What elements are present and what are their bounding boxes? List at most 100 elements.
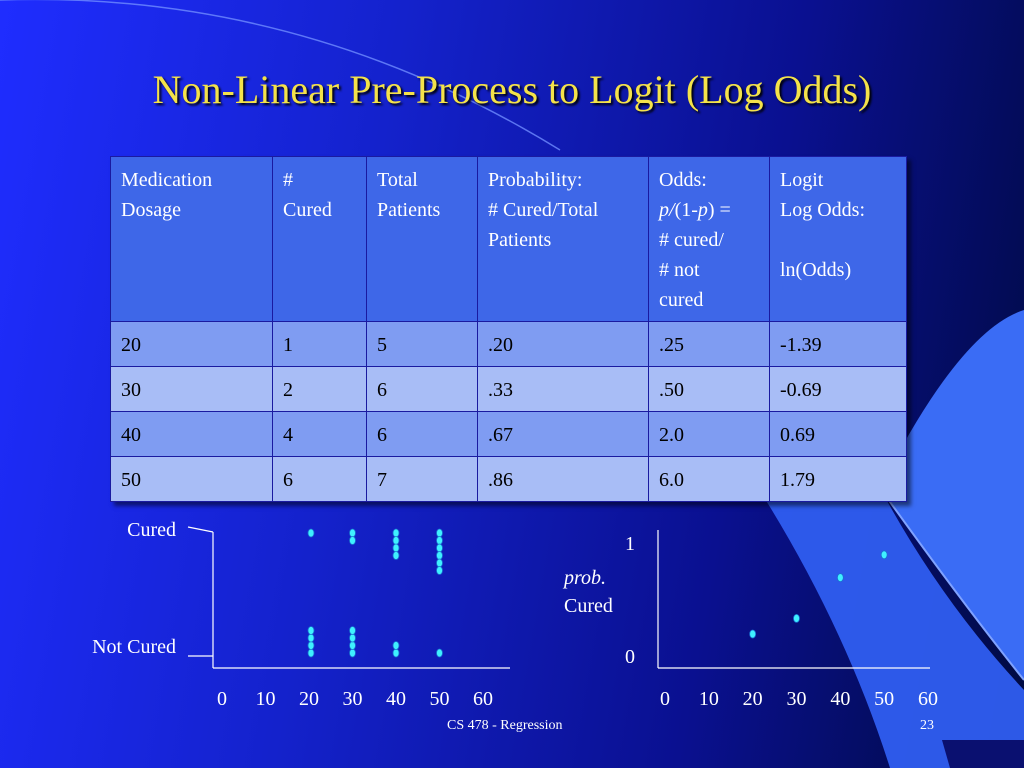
chart1-x-ticks: 0 10 20 30 40 50 60: [217, 688, 493, 710]
chart1-cured-point: [436, 558, 443, 568]
table-cell: 6: [272, 456, 367, 502]
chart1-cured-point: [436, 551, 443, 560]
table-cell: .20: [477, 321, 649, 367]
chart1-xtick-label: 30: [343, 688, 363, 710]
chart2-ytick-1: 1: [625, 533, 635, 555]
chart2-xtick-label: 60: [918, 688, 938, 710]
chart2-xtick-label: 0: [660, 688, 670, 710]
slide-page-number: 23: [920, 718, 934, 733]
chart1-cured-point: [436, 528, 443, 538]
chart2-point: [793, 614, 800, 623]
table-cell: 0.69: [769, 411, 907, 457]
chart1-cured-point: [392, 551, 400, 560]
table-header-row: Medication Dosage # Cured Total Patients…: [110, 156, 907, 322]
header-probability: Probability: # Cured/Total Patients: [477, 156, 649, 322]
table-row: 20 1 5 .20 .25 -1.39: [110, 321, 907, 367]
chart1-notcured-point: [307, 641, 315, 650]
chart1-cured-point: [392, 528, 400, 538]
chart2-xtick-label: 10: [699, 688, 719, 710]
header-logit: Logit Log Odds: ln(Odds): [769, 156, 907, 322]
table-cell: 6: [366, 366, 478, 412]
table-cell: 20: [110, 321, 273, 367]
header-odds-p: p/: [659, 199, 675, 221]
table-cell: 6.0: [648, 456, 770, 502]
header-odds-label: Odds:: [659, 169, 707, 191]
slide-footer: CS 478 - Regression: [447, 718, 563, 733]
header-cured: # Cured: [272, 156, 367, 322]
chart1-xtick-label: 40: [386, 688, 406, 710]
chart1-cured-point: [349, 528, 356, 538]
table-cell: -1.39: [769, 321, 907, 367]
chart1-xtick-label: 0: [217, 688, 227, 710]
header-odds-rest: ) = # cured/ # not cured: [659, 199, 731, 311]
chart1-xtick-label: 50: [430, 688, 450, 710]
chart1-notcured-point: [349, 641, 356, 650]
table-cell: -0.69: [769, 366, 907, 412]
chart1-cured-point: [392, 536, 400, 545]
slide-title: Non-Linear Pre-Process to Logit (Log Odd…: [152, 67, 872, 112]
table-cell: 2.0: [648, 411, 770, 457]
chart2-xtick-label: 30: [787, 688, 807, 710]
chart1-notcured-point: [392, 641, 400, 650]
chart2-ytick-0: 0: [625, 646, 635, 668]
table-cell: .67: [477, 411, 649, 457]
header-odds: Odds: p/(1-p) = # cured/ # not cured: [648, 156, 770, 322]
cured-scatter-chart: Cured Not Cured 0 10 20 30 40 50 60: [92, 519, 510, 710]
dosage-table: Medication Dosage # Cured Total Patients…: [110, 156, 907, 502]
table-cell: 1: [272, 321, 367, 367]
chart1-points: [307, 528, 443, 658]
chart1-cured-point: [307, 528, 315, 538]
chart1-notcured-point: [349, 626, 356, 635]
header-odds-open: (1-: [674, 199, 698, 221]
chart1-notcured-point: [436, 648, 443, 658]
header-odds-p2: p: [697, 199, 708, 221]
chart1-notcured-point: [349, 633, 356, 643]
header-total-patients: Total Patients: [366, 156, 478, 322]
table-cell: 6: [366, 411, 478, 457]
table-cell: 5: [366, 321, 478, 367]
chart1-xtick-label: 10: [256, 688, 276, 710]
table-cell: 7: [366, 456, 478, 502]
chart1-cured-point: [436, 536, 443, 545]
table-cell: .50: [648, 366, 770, 412]
chart1-notcured-point: [349, 648, 356, 658]
chart2-points: [749, 550, 888, 639]
chart1-notcured-point: [307, 648, 315, 658]
chart2-xtick-label: 20: [743, 688, 763, 710]
chart1-cured-label: Cured: [127, 519, 176, 541]
chart2-point: [836, 573, 844, 582]
chart2-xtick-label: 40: [830, 688, 850, 710]
table-cell: .86: [477, 456, 649, 502]
chart2-point: [749, 629, 757, 639]
table-cell: 30: [110, 366, 273, 412]
table-row: 40 4 6 .67 2.0 0.69: [110, 411, 907, 457]
chart1-cured-point: [436, 543, 443, 553]
chart1-notcured-point: [307, 626, 315, 635]
table-cell: 4: [272, 411, 367, 457]
table-row: 30 2 6 .33 .50 -0.69: [110, 366, 907, 412]
chart1-cured-leader: [187, 526, 214, 533]
table-cell: 2: [272, 366, 367, 412]
chart1-xtick-label: 20: [299, 688, 319, 710]
table-cell: 50: [110, 456, 273, 502]
chart2-x-ticks: 0 10 20 30 40 50 60: [660, 688, 938, 710]
header-medication-dosage: Medication Dosage: [110, 156, 273, 322]
chart2-ylabel-prob: prob.: [562, 567, 606, 589]
chart1-axes: [187, 526, 510, 669]
chart1-cured-point: [392, 543, 400, 553]
table-cell: .25: [648, 321, 770, 367]
chart2-ylabel-cured: Cured: [564, 595, 613, 617]
chart1-notcured-point: [307, 633, 315, 643]
probability-scatter-chart: 1 0 prob. Cured 0 10 20 30 40 50 60: [562, 530, 938, 710]
chart1-notcured-point: [392, 648, 400, 658]
table-cell: 1.79: [769, 456, 907, 502]
chart2-xtick-label: 50: [874, 688, 894, 710]
chart2-point: [880, 550, 888, 560]
chart1-xtick-label: 60: [473, 688, 493, 710]
table-cell: .33: [477, 366, 649, 412]
chart2-axes: [657, 530, 930, 669]
table-row: 50 6 7 .86 6.0 1.79: [110, 456, 907, 502]
table-cell: 40: [110, 411, 273, 457]
chart1-cured-point: [436, 566, 443, 575]
